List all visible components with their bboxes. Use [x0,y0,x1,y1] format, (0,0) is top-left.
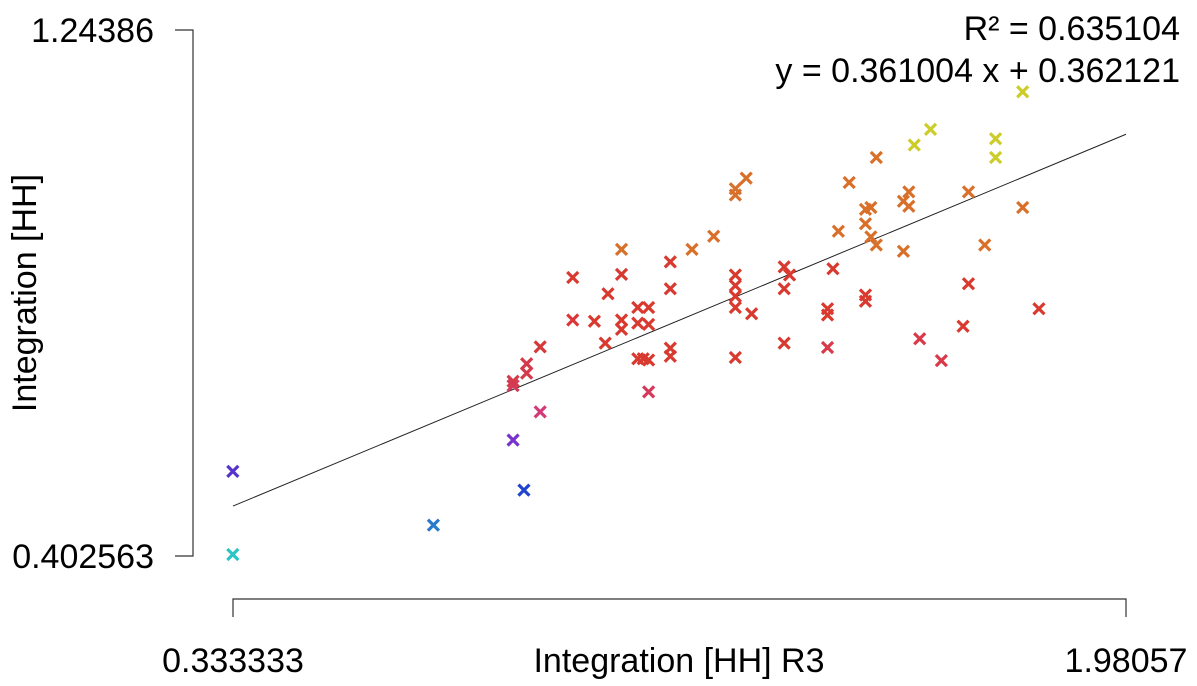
data-point-19 [614,242,629,256]
y-tick-min: 0.402563 [12,538,154,576]
data-point-26 [641,353,656,367]
data-point-9 [520,357,534,371]
data-point-44 [782,268,797,282]
data-point-13 [587,314,602,328]
data-point-69 [956,319,970,333]
data-point-51 [831,224,845,238]
data-point-29 [663,255,677,269]
data-point-49 [820,340,835,355]
data-point-56 [864,230,878,244]
r-squared-label: R² = 0.635104 [964,10,1180,48]
data-point-77 [1032,302,1046,316]
data-point-45 [777,282,791,296]
data-point-27 [641,385,656,399]
y-tick-max: 1.24386 [31,12,154,50]
data-point-14 [598,336,612,350]
data-point-6 [506,379,520,393]
data-point-40 [728,182,742,196]
x-tick-min: 0.333333 [162,642,304,680]
data-point-33 [707,229,721,243]
data-point-67 [913,332,927,346]
data-point-17 [614,322,629,337]
data-point-11 [566,313,580,327]
data-point-71 [961,185,976,199]
data-point-53 [858,217,873,231]
data-point-10 [533,340,547,354]
x-axis-title: Integration [HH] R3 [533,642,824,680]
y-axis [175,29,194,557]
data-point-52 [842,175,856,190]
data-point-66 [923,122,938,136]
data-point-68 [934,354,949,368]
data-point-24 [641,300,656,315]
data-point-41 [739,171,753,185]
data-point-38 [728,350,742,365]
data-point-28 [663,282,677,296]
data-point-65 [907,138,921,152]
data-point-35 [728,278,742,293]
data-point-12 [566,270,580,285]
data-point-73 [988,132,1003,146]
data-point-30 [685,242,699,256]
data-point-22 [631,316,645,330]
data-point-60 [858,294,873,308]
points-layer [226,85,1046,562]
data-point-75 [1016,85,1030,99]
data-point-70 [961,277,976,291]
data-point-63 [902,185,916,199]
data-point-18 [614,267,629,282]
data-point-72 [978,238,992,252]
data-point-57 [869,238,883,252]
data-point-48 [820,302,835,316]
data-point-3 [533,405,547,419]
data-point-61 [896,244,911,258]
data-point-5 [517,483,531,497]
data-point-55 [864,200,878,215]
data-point-0 [226,547,240,562]
data-point-4 [506,433,520,447]
data-point-46 [777,336,791,350]
data-point-42 [744,307,759,321]
data-point-7 [506,374,520,388]
data-point-36 [728,289,742,303]
x-axis [232,598,1127,617]
data-point-1 [226,464,240,478]
data-point-76 [1016,200,1030,215]
regression-line [232,133,1127,507]
data-point-25 [641,317,656,332]
x-tick-max: 1.98057 [1065,642,1188,680]
data-point-74 [988,150,1003,165]
regression-equation-label: y = 0.361004 x + 0.362121 [775,52,1180,90]
data-point-37 [728,300,742,315]
data-point-2 [426,518,441,532]
data-point-43 [777,260,791,274]
data-point-32 [663,341,677,355]
data-point-50 [826,262,840,276]
data-point-64 [902,199,916,213]
y-axis-title: Integration [HH] [6,174,44,412]
data-point-15 [601,287,615,301]
data-point-34 [728,268,742,282]
data-point-21 [631,300,645,315]
data-point-58 [869,150,883,165]
